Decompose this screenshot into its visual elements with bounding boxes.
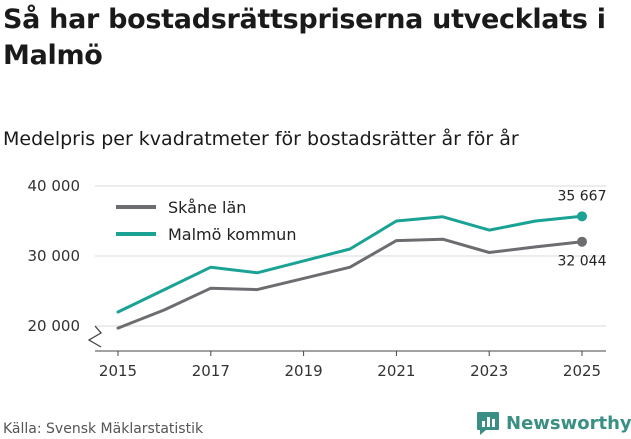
series-lines [116, 211, 587, 330]
data-labels: 32 044 35 667 [558, 188, 607, 269]
series-line-1 [116, 214, 584, 314]
x-tick-label: 2017 [192, 362, 230, 380]
newsworthy-logo-icon [477, 412, 499, 435]
end-value-label: 32 044 [558, 254, 607, 270]
legend-label: Skåne län [168, 198, 246, 217]
end-value-label: 35 667 [558, 188, 607, 204]
x-tick-label: 2021 [377, 362, 415, 380]
y-tick-label: 30 000 [28, 247, 81, 265]
x-axis: 2015 2017 2019 2021 2023 2025 [87, 325, 606, 380]
brand-name: Newsworthy [506, 412, 631, 434]
x-tick-label: 2015 [99, 362, 137, 380]
y-axis-ticks: 20 000 30 000 40 000 [28, 177, 81, 335]
legend: Skåne län Malmö kommun [116, 198, 296, 244]
brand-logo: Newsworthy [475, 408, 631, 438]
chart-subtitle: Medelpris per kvadratmeter för bostadsrä… [3, 128, 519, 150]
y-tick-label: 40 000 [28, 177, 81, 195]
gridlines [95, 185, 606, 327]
series-line-0 [116, 237, 584, 330]
legend-label: Malmö kommun [168, 225, 296, 244]
chart-title: Så har bostadsrättspriserna utvecklats i… [3, 4, 606, 71]
y-tick-label: 20 000 [28, 317, 81, 335]
axis-break-icon [87, 325, 103, 348]
series-end-point-0 [577, 236, 587, 247]
series-end-point-1 [577, 211, 587, 222]
x-tick-label: 2019 [285, 362, 323, 380]
source-note: Källa: Svensk Mäklarstatistik [3, 421, 204, 437]
x-tick-label: 2025 [563, 362, 601, 380]
x-tick-label: 2023 [470, 362, 508, 380]
